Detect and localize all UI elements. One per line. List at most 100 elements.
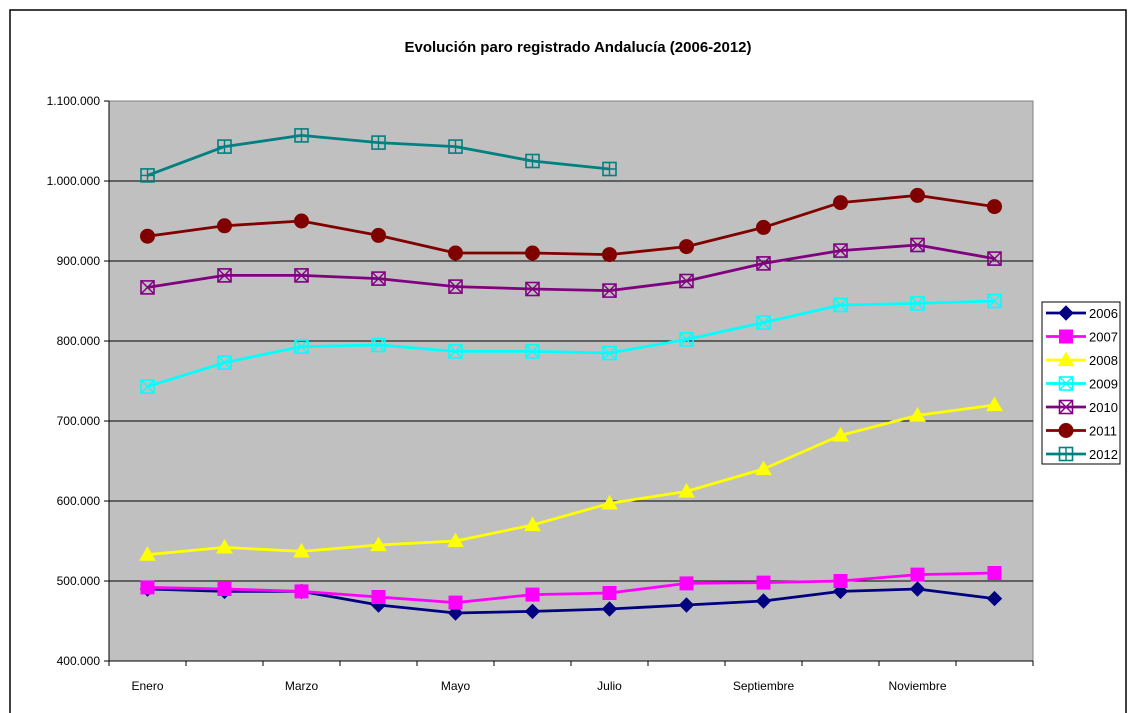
- data-point: [679, 239, 694, 255]
- legend-entry: 2007: [1046, 329, 1118, 345]
- legend-label: 2010: [1089, 400, 1118, 415]
- data-point: [833, 574, 848, 588]
- data-point: [910, 567, 925, 582]
- data-point: [371, 135, 386, 150]
- series-2011: [140, 187, 1002, 263]
- data-point: [679, 332, 694, 347]
- data-point: [371, 271, 386, 286]
- series-line: [147, 193, 995, 257]
- legend-entry: 2006: [1046, 305, 1118, 321]
- y-tick-label: 600.000: [57, 494, 101, 508]
- data-point: [679, 576, 694, 591]
- data-point: [294, 584, 309, 599]
- data-point: [832, 426, 849, 442]
- data-point: [140, 228, 155, 244]
- y-axis: 400.000 500.000 600.000 700.000 800.000 900.0…: [47, 94, 110, 668]
- data-point: [524, 603, 541, 620]
- legend-label: 2006: [1089, 306, 1118, 321]
- gridlines: [109, 180, 1033, 582]
- y-tick-label: 800.000: [57, 334, 101, 348]
- data-point: [1057, 351, 1075, 367]
- data-point: [448, 279, 463, 294]
- chart-border: [9, 9, 1127, 713]
- data-point: [987, 251, 1002, 266]
- data-point: [910, 296, 925, 311]
- data-point: [140, 168, 155, 183]
- data-point: [986, 396, 1003, 412]
- y-tick-label: 1.000.000: [47, 174, 101, 188]
- series-2010: [140, 237, 1002, 298]
- legend-entry: 2010: [1046, 399, 1118, 415]
- data-point: [909, 581, 926, 597]
- x-axis: Enero Marzo Mayo Julio Septiembre Noviembre: [108, 660, 1034, 693]
- data-point: [602, 247, 617, 263]
- data-point: [602, 283, 617, 298]
- data-point: [833, 243, 848, 258]
- data-point: [293, 542, 310, 558]
- x-tick-label: Mayo: [441, 679, 471, 693]
- legend-entry: 2008: [1046, 351, 1118, 368]
- data-point: [448, 344, 463, 359]
- x-tick-label: Septiembre: [733, 679, 795, 693]
- data-point: [986, 590, 1003, 607]
- x-tick-label: Julio: [597, 679, 622, 693]
- data-point: [910, 237, 925, 253]
- legend-entry: 2012: [1046, 446, 1118, 462]
- series-line: [147, 571, 995, 604]
- legend: 2006 2007 2008 2009 2010 2011 2012: [1041, 301, 1121, 465]
- legend-label: 2009: [1089, 377, 1118, 392]
- data-point: [1058, 446, 1074, 462]
- data-point: [294, 128, 309, 143]
- data-point: [524, 516, 541, 532]
- series-line: [147, 243, 995, 293]
- series-2012: [140, 128, 617, 183]
- legend-label: 2008: [1089, 353, 1118, 368]
- data-point: [216, 538, 233, 554]
- legend-entry: 2011: [1046, 423, 1117, 439]
- data-point: [294, 213, 309, 229]
- data-point: [525, 281, 540, 297]
- data-point: [217, 355, 232, 370]
- data-point: [1058, 399, 1074, 415]
- data-point: [448, 139, 463, 154]
- data-point: [217, 582, 232, 596]
- data-point: [371, 337, 386, 353]
- data-point: [217, 218, 232, 234]
- data-point: [987, 566, 1002, 580]
- data-point: [140, 580, 155, 595]
- data-point: [756, 256, 771, 271]
- data-point: [1058, 423, 1074, 438]
- data-point: [756, 315, 771, 330]
- data-point: [447, 532, 464, 548]
- data-point: [448, 595, 463, 610]
- data-point: [833, 297, 848, 313]
- data-point: [294, 268, 309, 283]
- data-point: [1058, 305, 1074, 321]
- data-point: [1059, 329, 1073, 344]
- data-point: [525, 245, 540, 261]
- data-point: [756, 219, 771, 235]
- x-tick-label: Enero: [131, 679, 163, 693]
- series-line: [147, 403, 995, 556]
- legend-label: 2011: [1089, 424, 1117, 439]
- data-point: [602, 161, 617, 177]
- data-point: [140, 379, 155, 394]
- legend-label: 2007: [1089, 330, 1118, 345]
- data-point: [756, 575, 771, 590]
- data-point: [1058, 376, 1074, 391]
- y-tick-label: 500.000: [57, 574, 101, 588]
- series-2008: [139, 396, 1003, 561]
- data-point: [371, 590, 386, 604]
- data-point: [602, 586, 617, 600]
- data-point: [601, 601, 618, 617]
- data-point: [909, 406, 926, 422]
- data-point: [525, 587, 540, 602]
- data-point: [217, 139, 232, 154]
- data-point: [910, 187, 925, 203]
- data-point: [602, 345, 617, 361]
- data-point: [678, 482, 695, 498]
- data-point: [448, 245, 463, 261]
- data-point: [294, 339, 309, 354]
- data-point: [987, 199, 1002, 215]
